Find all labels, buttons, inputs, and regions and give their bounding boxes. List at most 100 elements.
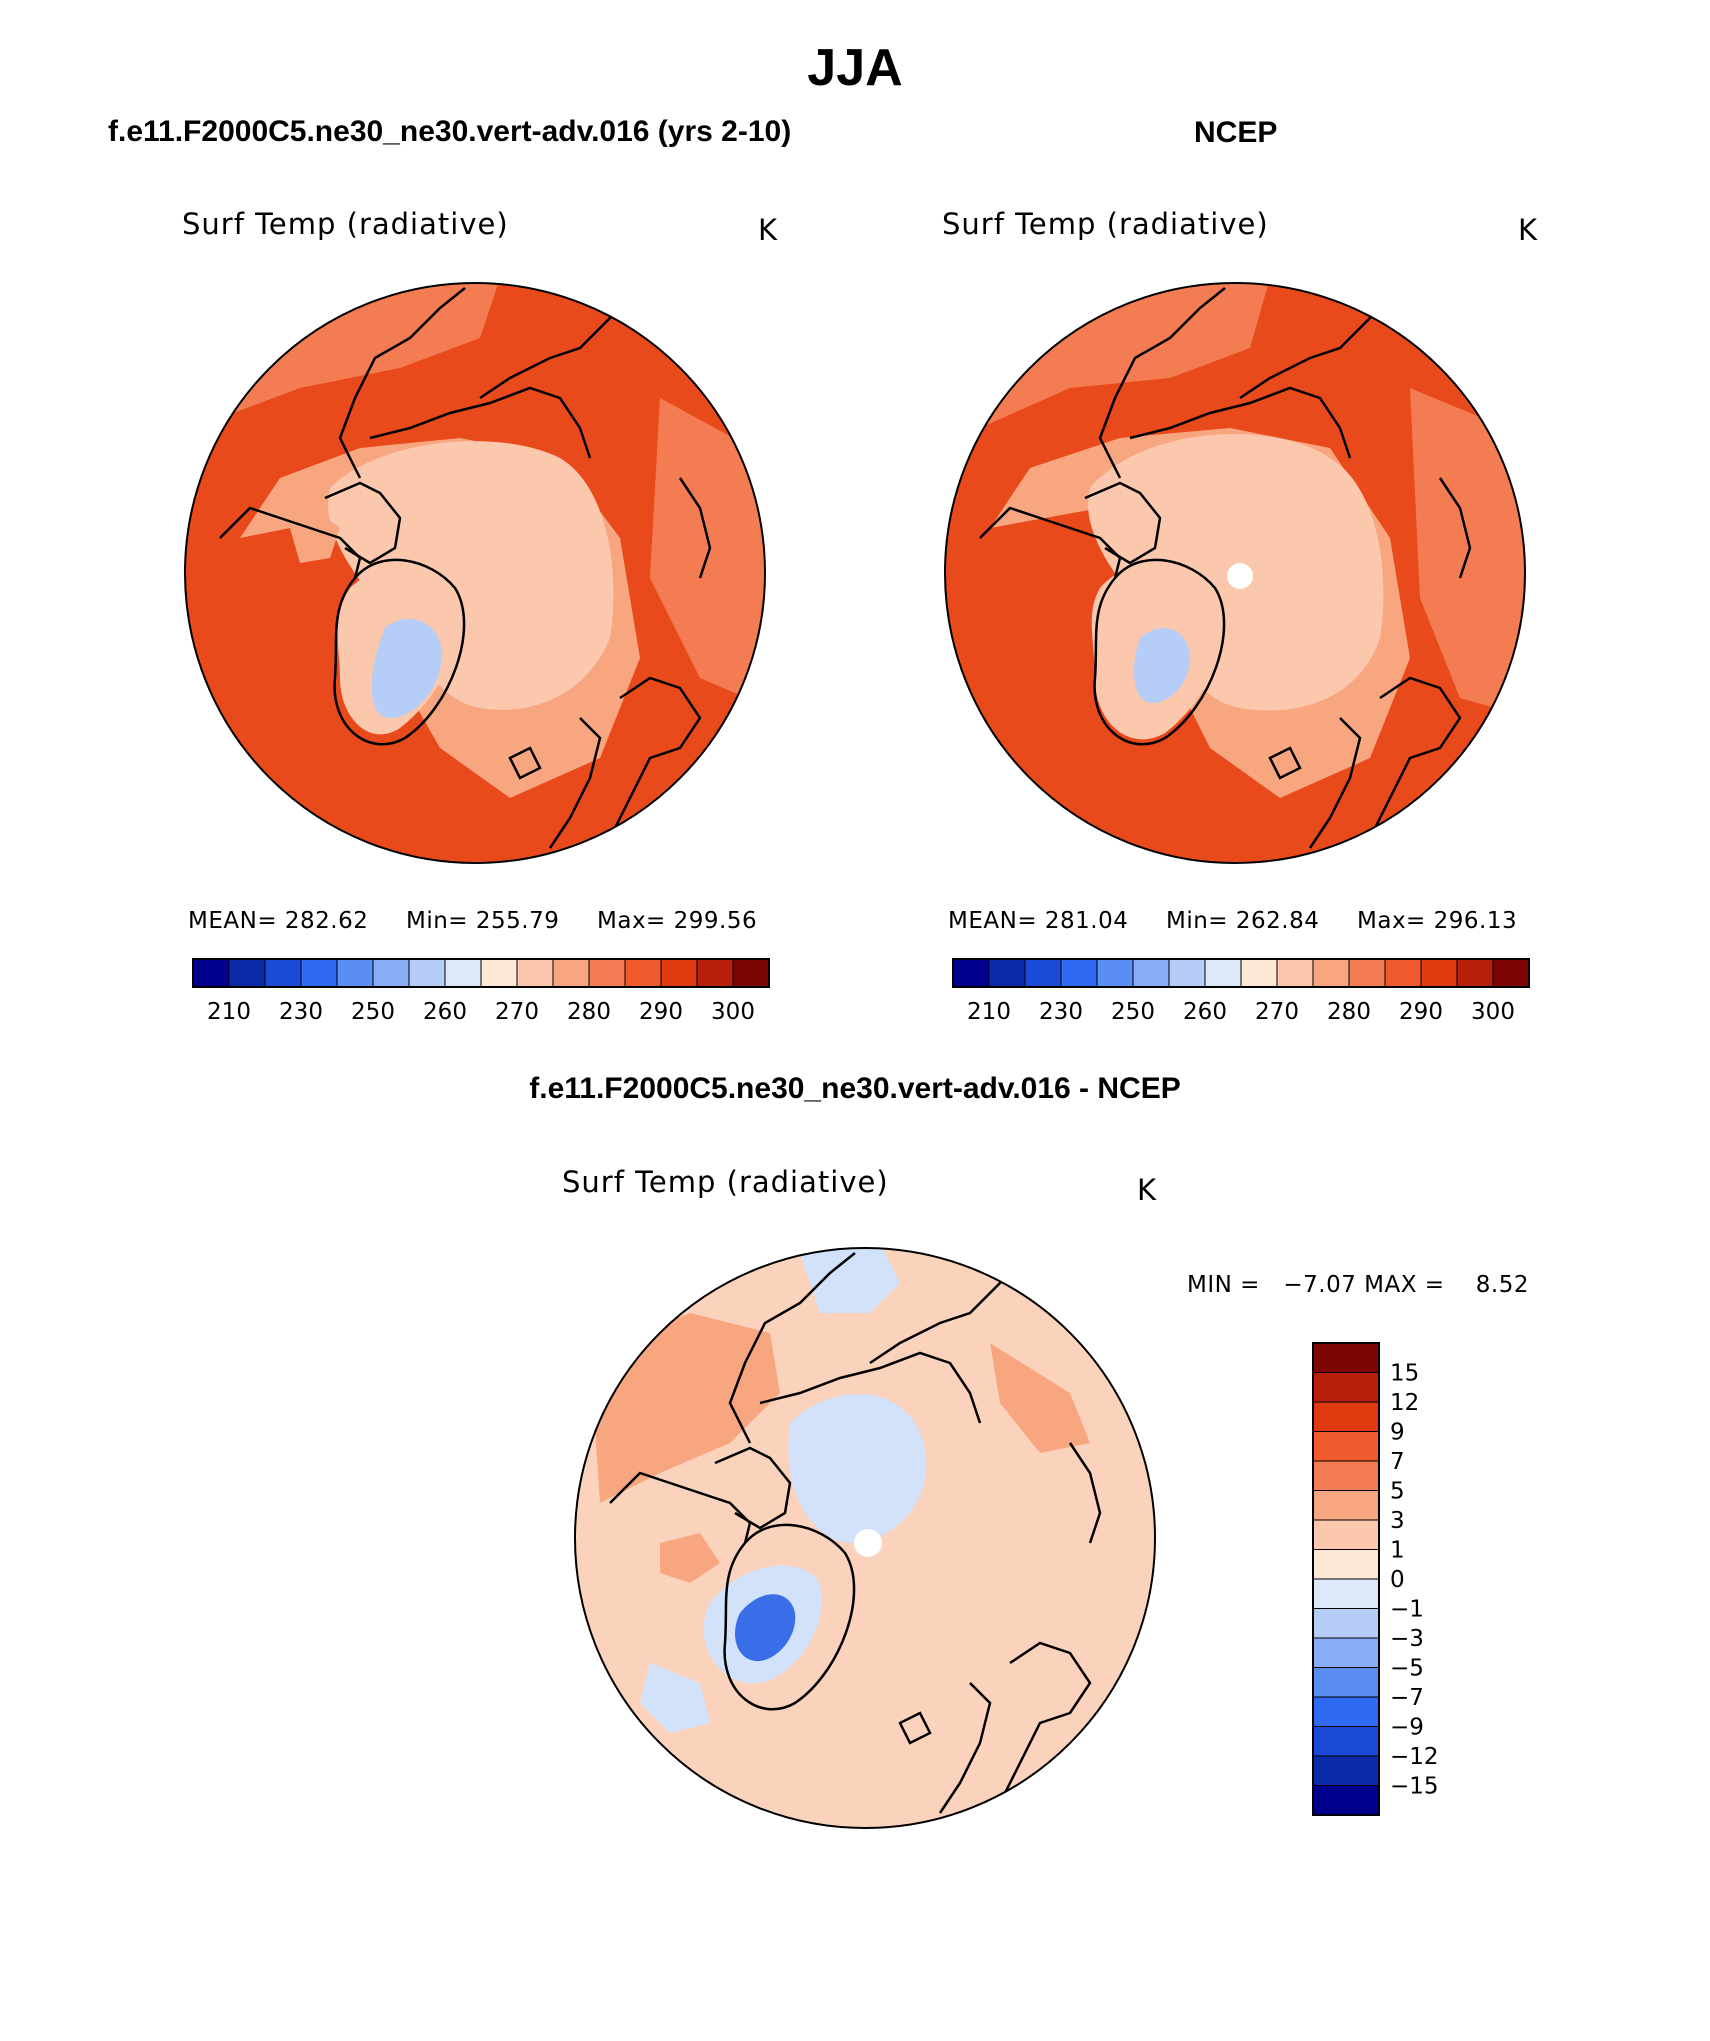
stats-min-model: Min= 255.79 [406,908,560,934]
coastlines-model [219,287,712,863]
units-label-ncep: K [1518,213,1538,247]
colorbar-difference: 15 12 9 7 5 3 1 0 −1 −3 −5 −7 −9 −12 −15 [1312,1342,1439,1816]
colorbar-frame [952,958,1530,988]
colorbar-tick-label: −3 [1390,1626,1424,1652]
colorbar-cell [732,958,770,988]
colorbar-cell [1312,1519,1380,1550]
stats-max-model: Max= 299.56 [597,908,758,934]
colorbar-tick-label: −1 [1390,1597,1424,1623]
map-model [184,282,766,864]
variable-label-model: Surf Temp (radiative) [182,207,509,241]
colorbar-cell [1384,958,1422,988]
colorbar-cell [1168,958,1206,988]
colorbar-tick-label: 9 [1390,1420,1405,1446]
stats-mean-model: MEAN= 282.62 [188,908,369,934]
field-diff-blue-greenland [735,1594,796,1662]
field-arctic-pale [328,441,614,710]
colorbar-cell [1204,958,1242,988]
colorbar-tick-label: 270 [1255,999,1299,1025]
colorbar-cell [1312,1578,1380,1609]
field-diff-warm-west [590,1313,780,1503]
colorbar-cell [516,958,554,988]
colorbar-cell [444,958,482,988]
pole-hole-difference [854,1529,882,1557]
colorbar-tick-label: −5 [1390,1656,1424,1682]
colorbar-cell [1060,958,1098,988]
colorbar-cell [1312,1667,1380,1698]
colorbar-tick-label: 210 [207,999,251,1025]
colorbar-cell [1132,958,1170,988]
colorbar-tick-label: 15 [1390,1361,1419,1387]
map-difference [574,1247,1156,1829]
colorbar-cell [1276,958,1314,988]
colorbar-cell [1312,1490,1380,1521]
colorbar-cell [1024,958,1062,988]
field-diff-warm-canada [660,1533,720,1583]
colorbar-cell [1420,958,1458,988]
units-label-difference: K [1137,1173,1157,1207]
colorbar-tick-label: 300 [1471,999,1515,1025]
panel-title-model: f.e11.F2000C5.ne30_ne30.vert-adv.016 (yr… [108,115,792,148]
colorbar-tick-label: 250 [351,999,395,1025]
field-greenland-cool [1133,628,1190,703]
colorbar-cell [588,958,626,988]
colorbar-cell [1096,958,1134,988]
colorbar-tick-label: 1 [1390,1538,1405,1564]
field-diff-warm-east [990,1343,1090,1453]
colorbar-tick-label: 210 [967,999,1011,1025]
colorbar-cell [1312,1549,1380,1580]
units-label-model: K [758,213,778,247]
colorbar-cell [1312,958,1350,988]
colorbar-tick-label: −7 [1390,1685,1424,1711]
colorbar-cell [1492,958,1530,988]
colorbar-cell [1312,1460,1380,1491]
variable-label-difference: Surf Temp (radiative) [562,1165,889,1199]
colorbar-cell [1312,1755,1380,1786]
colorbar-frame [192,958,770,988]
colorbar-frame [1312,1342,1380,1816]
colorbar-cell [1312,1608,1380,1639]
colorbar-tick-label: −15 [1390,1774,1439,1800]
colorbar-cell [1312,1785,1380,1816]
map-ncep [944,282,1526,864]
colorbar-cell [552,958,590,988]
colorbar-cell [300,958,338,988]
field-greenland-cool [371,618,442,718]
colorbar-tick-label: 260 [423,999,467,1025]
colorbar-tick-label: 300 [711,999,755,1025]
colorbar-tick-label: 290 [1399,999,1443,1025]
map-border-ncep [944,282,1526,864]
colorbar-cell [228,958,266,988]
colorbar-cell [624,958,662,988]
colorbar-cell [1312,1372,1380,1403]
colorbar-cell [1312,1431,1380,1462]
field-warm-east [1410,388,1525,718]
colorbar-cell [696,958,734,988]
colorbar-tick-label: 260 [1183,999,1227,1025]
colorbar-cell [1312,1696,1380,1727]
colorbar-cell [372,958,410,988]
colorbar-cell [1240,958,1278,988]
colorbar-cell [1456,958,1494,988]
field-diff-cool-sw [640,1663,710,1733]
colorbar-tick-label: 280 [1327,999,1371,1025]
colorbar-tick-label: 230 [279,999,323,1025]
stats-mean-ncep: MEAN= 281.04 [948,908,1129,934]
map-border-difference [574,1247,1156,1829]
colorbar-tick-label: 3 [1390,1508,1405,1534]
colorbar-tick-label: 12 [1390,1390,1419,1416]
map-border-model [184,282,766,864]
coastlines-ncep [979,287,1472,863]
colorbar-ncep: 210 230 250 260 270 280 290 300 [952,958,1530,1025]
variable-label-ncep: Surf Temp (radiative) [942,207,1269,241]
colorbar-tick-label: 5 [1390,1479,1405,1505]
colorbar-tick-label: 7 [1390,1449,1405,1475]
colorbar-tick-label: 0 [1390,1567,1405,1593]
pole-hole-ncep [1227,563,1253,589]
colorbar-cell [480,958,518,988]
panel-title-difference: f.e11.F2000C5.ne30_ne30.vert-adv.016 - N… [529,1072,1181,1105]
field-diff-cool-north [800,1248,900,1313]
colorbar-tick-label: 280 [567,999,611,1025]
field-diff-cool-arctic [788,1394,927,1544]
colorbar-cell [192,958,230,988]
